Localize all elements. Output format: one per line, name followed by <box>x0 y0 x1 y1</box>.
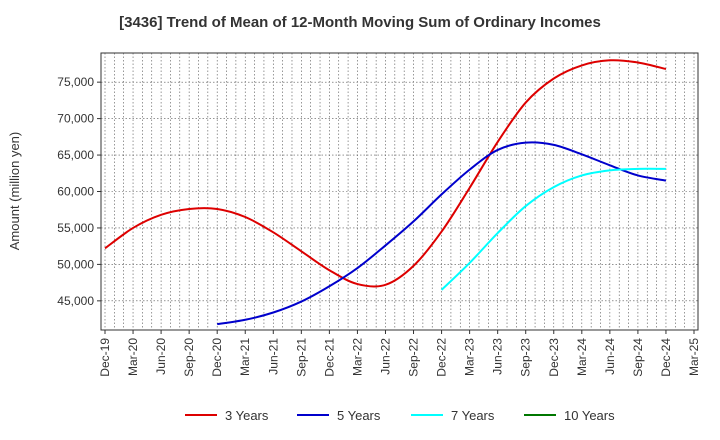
series-line-3-years <box>104 59 667 288</box>
x-tick-label: Jun-24 <box>603 338 617 375</box>
x-tick-label: Jun-23 <box>491 338 505 375</box>
y-axis-title: Amount (million yen) <box>7 132 22 251</box>
series-line-5-years <box>217 141 667 326</box>
x-tick-label: Mar-21 <box>238 338 252 376</box>
x-tick-label: Dec-21 <box>322 338 336 377</box>
x-tick-label: Sep-20 <box>182 338 196 377</box>
y-tick-label: 45,000 <box>57 294 94 308</box>
x-tick-label: Dec-19 <box>98 338 112 377</box>
x-tick-label: Jun-21 <box>266 338 280 375</box>
x-tick-label: Sep-22 <box>407 338 421 377</box>
x-tick-label: Dec-20 <box>210 338 224 377</box>
x-tick-label: Mar-24 <box>575 338 589 376</box>
x-tick-label: Mar-25 <box>687 338 701 376</box>
x-tick-label: Dec-23 <box>547 338 561 377</box>
series-line-7-years <box>440 167 666 291</box>
legend-label-7-years: 7 Years <box>451 408 495 423</box>
chart-title: [3436] Trend of Mean of 12-Month Moving … <box>119 14 601 31</box>
x-tick-label: Jun-20 <box>154 338 168 375</box>
y-tick-label: 55,000 <box>57 221 94 235</box>
y-tick-label: 65,000 <box>57 148 94 162</box>
x-tick-label: Sep-21 <box>294 338 308 377</box>
legend-label-5-years: 5 Years <box>337 408 381 423</box>
x-tick-label: Jun-22 <box>378 338 392 375</box>
legend-label-3-years: 3 Years <box>225 408 269 423</box>
x-tick-label: Sep-24 <box>631 338 645 377</box>
x-tick-label: Dec-24 <box>659 338 673 377</box>
x-tick-label: Mar-23 <box>463 338 477 376</box>
y-tick-label: 60,000 <box>57 185 94 199</box>
y-tick-label: 50,000 <box>57 257 94 271</box>
x-tick-label: Mar-20 <box>126 338 140 376</box>
x-tick-label: Sep-23 <box>519 338 533 377</box>
legend-label-10-years: 10 Years <box>564 408 615 423</box>
x-tick-label: Dec-22 <box>435 338 449 377</box>
y-tick-label: 75,000 <box>57 75 94 89</box>
y-tick-label: 70,000 <box>57 112 94 126</box>
x-tick-label: Mar-22 <box>350 338 364 376</box>
